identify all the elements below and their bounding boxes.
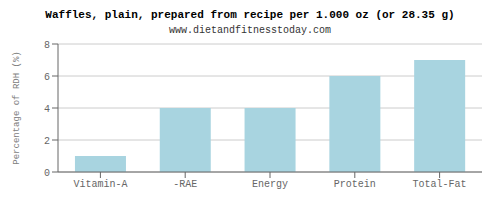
svg-text:Total-Fat: Total-Fat [413,179,467,190]
svg-text:Energy: Energy [252,179,288,190]
html-text:Waffles, plain, prepared from: Waffles, plain, prepared from recipe per… [45,9,455,21]
svg-text:4: 4 [44,104,50,115]
svg-text:0: 0 [44,168,50,179]
svg-text:Vitamin-A: Vitamin-A [73,179,127,190]
html-text:www.dietandfitnesstoday.com: www.dietandfitnesstoday.com [169,25,331,36]
svg-text:Protein: Protein [334,179,376,190]
svg-text:2: 2 [44,136,50,147]
svg-text:6: 6 [44,72,50,83]
svg-text:-RAE: -RAE [173,179,197,190]
svg-text:8: 8 [44,40,50,51]
svg-text:Percentage of RDH (%): Percentage of RDH (%) [12,51,22,164]
